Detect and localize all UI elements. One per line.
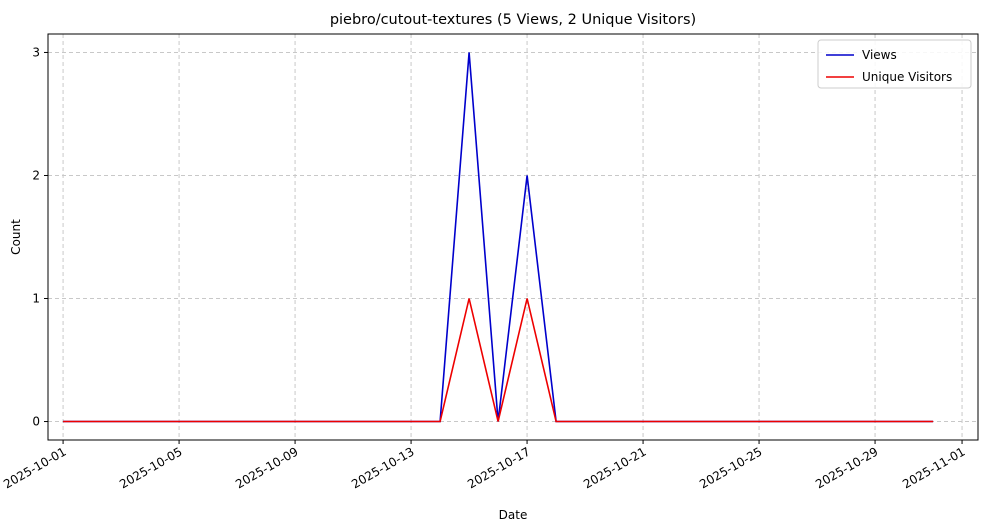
grid-lines	[48, 34, 978, 440]
legend-box	[817, 39, 972, 89]
x-tick-label: 2025-10-05	[117, 444, 184, 491]
y-tick-label: 0	[32, 415, 40, 429]
y-axis-label: Count	[9, 219, 23, 255]
x-tick-label: 2025-10-17	[465, 444, 532, 491]
x-tick-label: 2025-10-13	[349, 444, 416, 491]
x-axis-label: Date	[499, 508, 528, 522]
series-line-views	[63, 52, 934, 423]
legend: Views Unique Visitors	[817, 39, 972, 89]
x-tick-label: 2025-10-09	[233, 444, 300, 491]
axis-ticks: 0 1 2 3 2025-10-01 2025-10-05 2025-10-09 2025-1…	[1, 45, 967, 491]
x-tick-label: 2025-10-01	[1, 444, 68, 491]
legend-entry: Unique Visitors	[862, 70, 952, 84]
series-lines	[63, 52, 934, 423]
x-tick-label: 2025-10-21	[581, 444, 648, 491]
y-tick-label: 3	[32, 45, 40, 59]
y-tick-label: 2	[32, 168, 40, 182]
y-tick-label: 1	[32, 292, 40, 306]
x-tick-label: 2025-11-01	[900, 444, 967, 491]
legend-entry: Views	[862, 48, 897, 62]
series-line-unique-visitors	[63, 298, 934, 423]
chart-title: piebro/cutout-textures (5 Views, 2 Uniqu…	[330, 12, 696, 28]
x-tick-label: 2025-10-29	[813, 444, 880, 491]
x-tick-label: 2025-10-25	[697, 444, 764, 491]
plot-frame	[47, 33, 979, 441]
